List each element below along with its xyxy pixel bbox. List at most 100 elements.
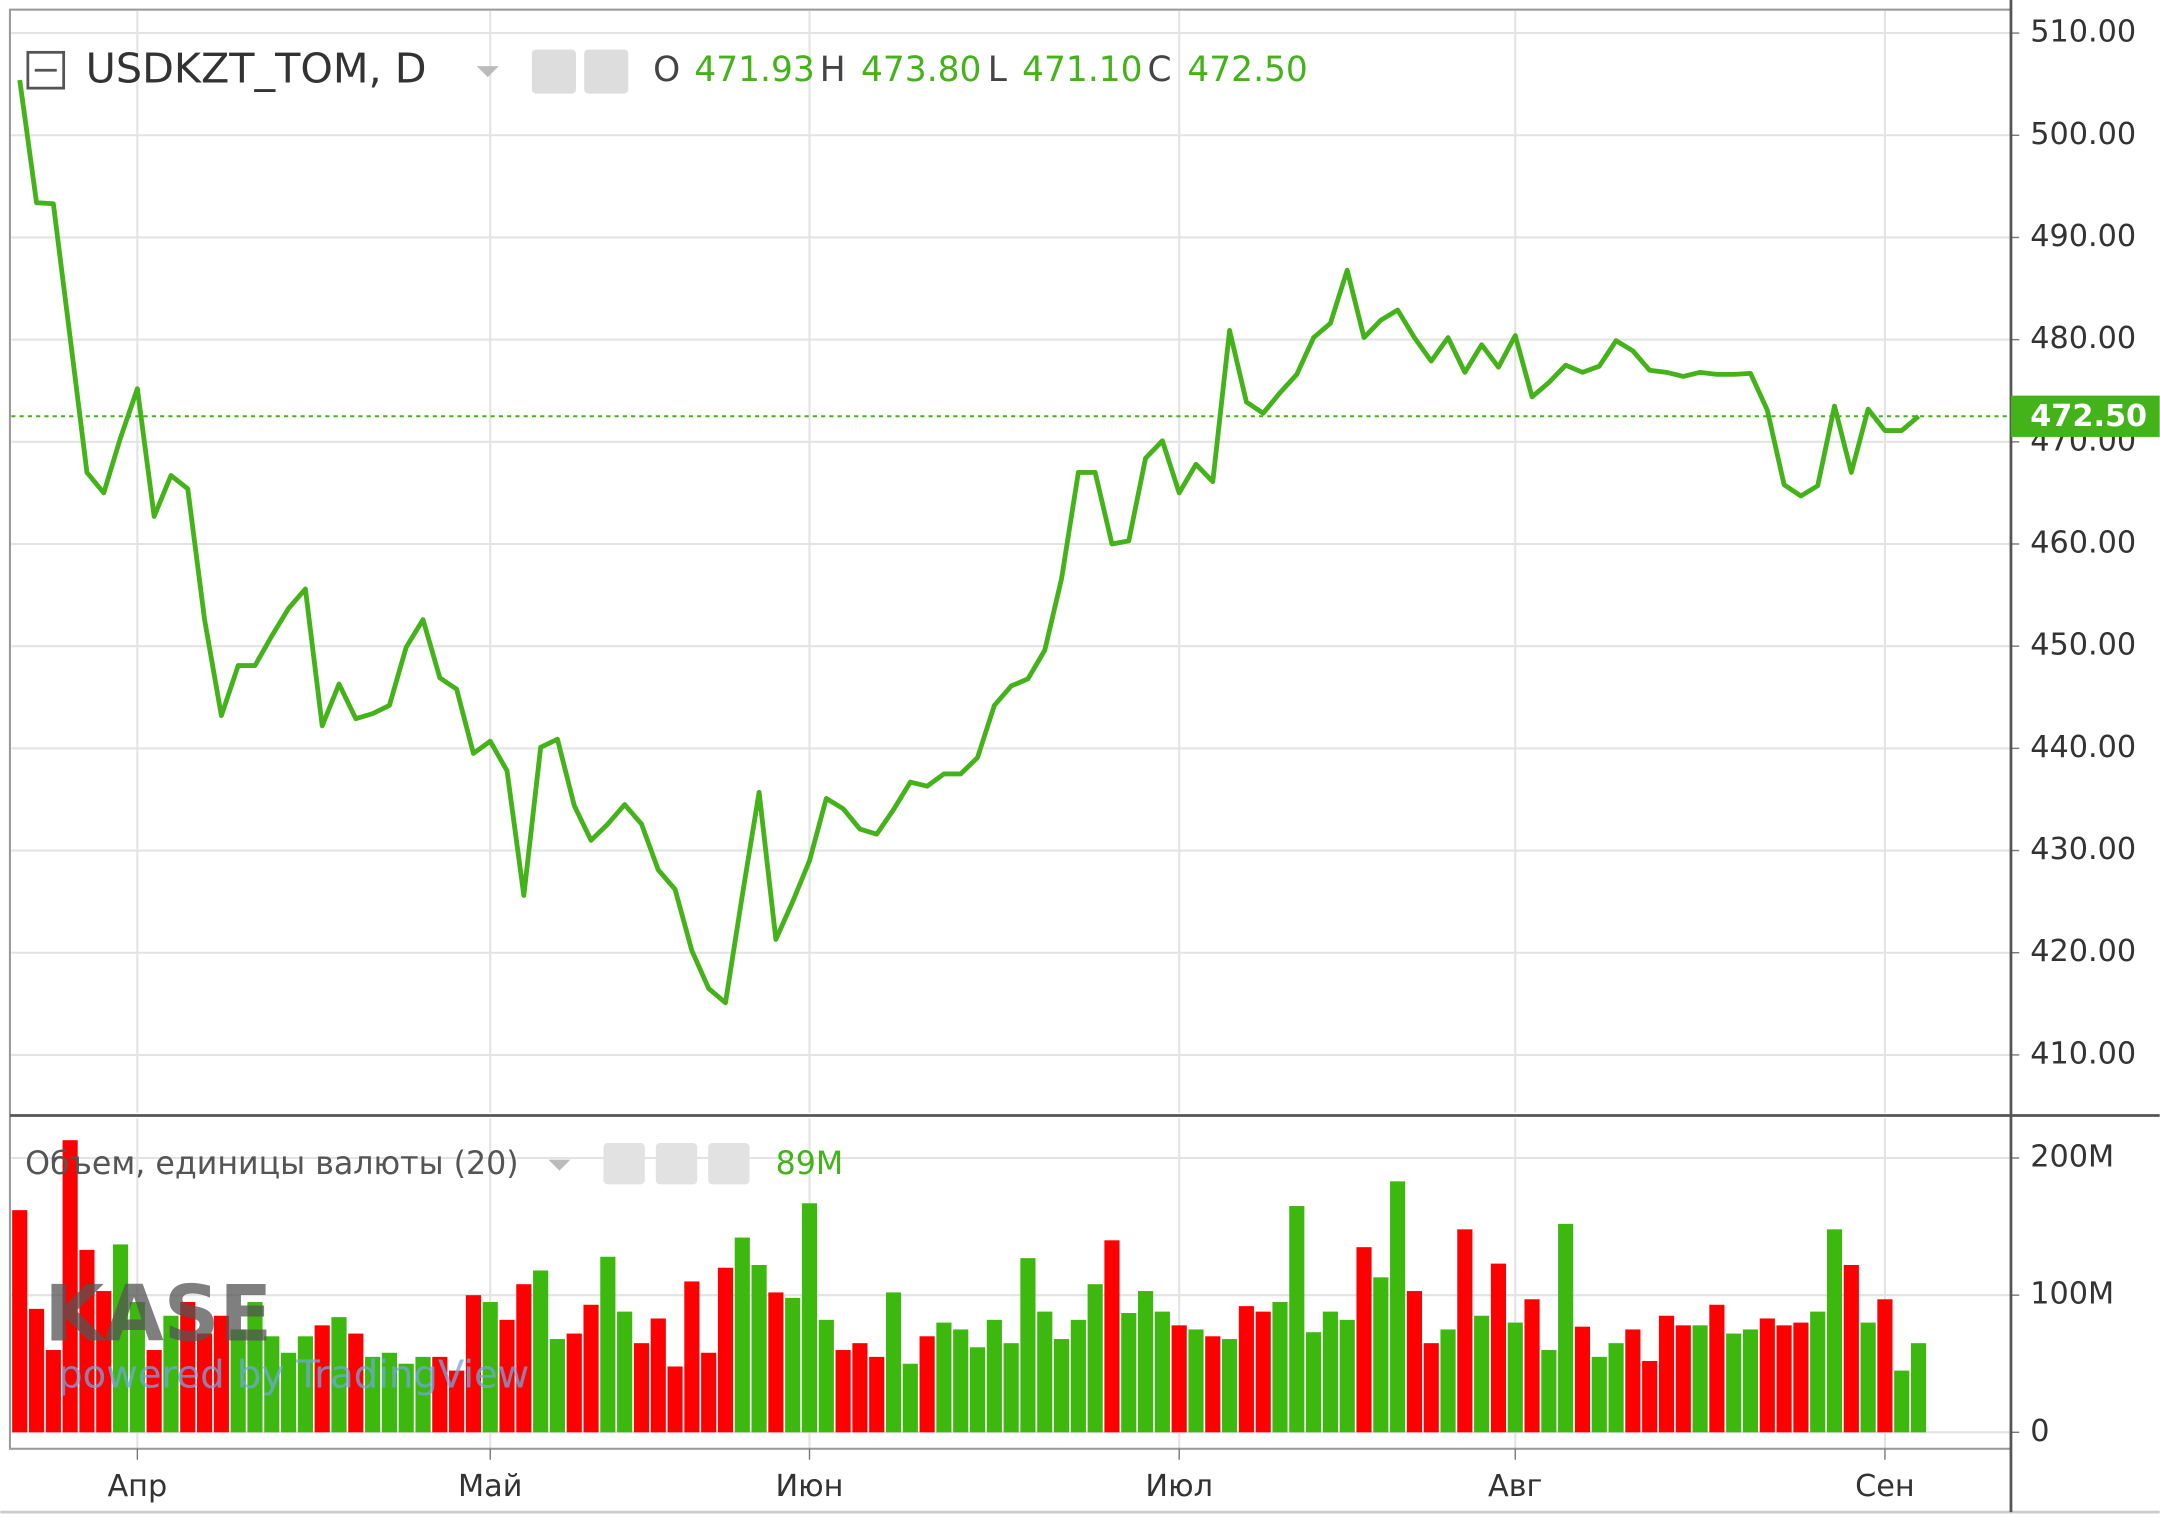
volume-bar — [196, 1333, 213, 1433]
volume-bar — [1003, 1343, 1019, 1433]
volume-value: 89M — [776, 1146, 844, 1182]
gear-icon[interactable] — [584, 49, 629, 94]
volume-bar — [667, 1366, 683, 1433]
y-tick-label: 500.00 — [2030, 117, 2136, 152]
volume-bar — [1826, 1229, 1843, 1433]
close-icon[interactable] — [708, 1143, 750, 1185]
volume-bar — [1289, 1206, 1305, 1433]
volume-bar — [1490, 1263, 1507, 1433]
volume-bar — [1222, 1339, 1238, 1433]
volume-bar — [1053, 1339, 1070, 1433]
volume-bar — [381, 1352, 397, 1433]
volume-bar — [62, 1140, 78, 1433]
volume-bar — [465, 1295, 482, 1433]
volume-bar — [1423, 1343, 1439, 1433]
volume-bar — [1591, 1356, 1607, 1433]
eye-icon[interactable] — [531, 49, 576, 94]
volume-bar — [1373, 1277, 1389, 1433]
volume-bar — [785, 1297, 801, 1433]
volume-bar — [1188, 1329, 1204, 1433]
volume-bar — [1087, 1284, 1103, 1433]
y-tick-label: 420.00 — [2030, 934, 2136, 969]
volume-bar — [264, 1336, 280, 1433]
volume-bar — [583, 1304, 599, 1433]
volume-bar — [1255, 1311, 1271, 1433]
volume-bar — [96, 1291, 112, 1433]
volume-bar — [398, 1363, 414, 1433]
volume-bar — [1709, 1304, 1725, 1433]
eye-icon[interactable] — [603, 1143, 645, 1185]
dropdown-arrow[interactable] — [476, 66, 499, 78]
volume-bar — [1457, 1229, 1473, 1433]
volume-bar — [213, 1315, 229, 1433]
volume-bar — [28, 1308, 45, 1433]
volume-bar — [499, 1319, 515, 1433]
ohlc-value: 471.93 — [694, 50, 814, 90]
y-tick-label: 410.00 — [2030, 1036, 2136, 1071]
volume-bar — [1020, 1258, 1036, 1433]
volume-bar — [1574, 1326, 1591, 1433]
volume-bar — [1658, 1315, 1675, 1433]
volume-bar — [1625, 1329, 1641, 1433]
volume-bar — [1322, 1311, 1338, 1433]
volume-bar — [852, 1343, 868, 1433]
x-tick-label: Июн — [776, 1469, 844, 1504]
y-tick-label: 100M — [2030, 1277, 2114, 1312]
volume-bar — [1793, 1322, 1809, 1433]
volume-bar — [365, 1356, 381, 1433]
volume-bar — [953, 1329, 969, 1433]
volume-bar — [1121, 1312, 1137, 1433]
volume-bar — [79, 1249, 95, 1433]
x-tick-label: Авг — [1488, 1469, 1542, 1504]
volume-bar — [415, 1356, 431, 1433]
watermark-logo: KASE — [44, 1269, 272, 1359]
volume-bar — [1440, 1329, 1456, 1433]
gear-icon[interactable] — [655, 1143, 698, 1185]
volume-bar — [1860, 1322, 1876, 1433]
collapse-icon[interactable] — [26, 50, 66, 90]
symbol-title: USDKZT_TOM, D — [86, 45, 427, 93]
last-price-label: 472.50 — [2030, 399, 2147, 434]
volume-bar — [1406, 1291, 1423, 1433]
volume-bar — [533, 1270, 549, 1433]
volume-bar — [1272, 1302, 1288, 1433]
volume-bar — [1608, 1343, 1624, 1433]
volume-legend: Объем, единицы валюты (20) 89M — [25, 1143, 844, 1185]
volume-bar — [885, 1292, 902, 1433]
y-tick-label: 430.00 — [2030, 832, 2136, 867]
ohlc-value: 473.80 — [861, 50, 981, 90]
volume-bar — [1910, 1343, 1927, 1433]
volume-bar — [1541, 1350, 1557, 1433]
dropdown-arrow[interactable] — [548, 1159, 571, 1171]
volume-title: Объем, единицы валюты (20) — [25, 1146, 519, 1182]
volume-bar — [633, 1343, 650, 1433]
x-tick-label: Апр — [107, 1469, 167, 1504]
volume-bar — [986, 1319, 1002, 1433]
volume-bar — [617, 1311, 633, 1433]
volume-bar — [1692, 1325, 1708, 1433]
volume-bar — [566, 1333, 582, 1433]
volume-bar — [600, 1256, 616, 1433]
x-tick-label: Сен — [1855, 1469, 1915, 1504]
volume-bar — [230, 1329, 246, 1433]
ohlc-value: 471.10 — [1022, 50, 1142, 90]
y-tick-label: 450.00 — [2030, 628, 2136, 663]
volume-bar — [516, 1284, 532, 1433]
volume-bar — [1070, 1319, 1086, 1433]
watermark-text: powered by TradingView — [58, 1353, 529, 1398]
volume-bar — [1894, 1370, 1910, 1433]
volume-bar — [902, 1363, 918, 1433]
volume-bar — [146, 1350, 162, 1433]
volume-bar — [1339, 1319, 1355, 1433]
y-tick-label: 490.00 — [2030, 219, 2136, 254]
y-tick-label: 0 — [2030, 1414, 2049, 1449]
x-tick-label: Май — [458, 1469, 522, 1504]
volume-bar — [1742, 1329, 1759, 1433]
volume-bar — [112, 1244, 129, 1433]
y-tick-label: 440.00 — [2030, 730, 2136, 765]
volume-bar — [1776, 1325, 1792, 1433]
volume-bar — [45, 1350, 61, 1433]
volume-bar — [1524, 1299, 1540, 1433]
